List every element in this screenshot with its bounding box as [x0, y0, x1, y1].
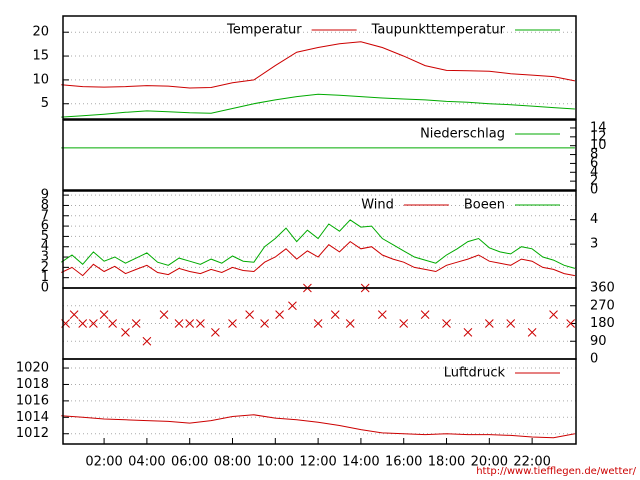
series-line [61, 414, 575, 439]
wind-direction-point [78, 319, 88, 328]
wind-direction-point [211, 328, 220, 337]
panel-frame [62, 358, 577, 445]
x-tick-label: 08:00 [214, 455, 251, 470]
wind-direction-point [142, 336, 152, 346]
y-tick-label: 90 [590, 334, 607, 349]
wind-direction-point [506, 319, 516, 328]
y-tick-label: 270 [590, 298, 615, 313]
legend-label: Boeen [464, 198, 505, 213]
wind-direction-point [484, 319, 494, 328]
x-tick-label: 16:00 [385, 455, 422, 470]
wind-direction-point [131, 319, 141, 328]
y-tick-label: 9 [41, 188, 49, 203]
series-line [61, 219, 576, 269]
y-tick-label: 4 [41, 239, 49, 254]
legend-label: Taupunkttemperatur [371, 23, 506, 38]
wind-direction-point [89, 319, 98, 328]
wind-direction-point [69, 310, 79, 319]
y-tick-label: 2 [41, 260, 49, 275]
panel-frame [62, 119, 577, 191]
y-tick-label: 3 [41, 250, 49, 265]
y-tick-label: 0 [590, 183, 598, 198]
y-tick-label: 0 [590, 352, 598, 367]
wind-direction-point [99, 310, 109, 319]
wind-direction-point [566, 319, 576, 328]
legend-label: Temperatur [226, 23, 302, 38]
x-tick-label: 12:00 [299, 455, 336, 470]
legend-label: Wind [361, 198, 394, 213]
y-tick-label: 1012 [16, 426, 49, 441]
y-tick-label: 8 [41, 198, 49, 213]
wind-direction-point [121, 328, 130, 337]
y-tick-label: 6 [590, 156, 598, 171]
footer-link: http://www.tiefflegen.de/wetter/ [476, 466, 636, 477]
legend-label: Niederschlag [420, 127, 505, 142]
y-tick-label: 1020 [16, 361, 49, 376]
y-tick-label: 0 [41, 281, 49, 296]
panel-frame [62, 15, 577, 120]
y-tick-label: 8 [590, 147, 598, 162]
y-tick-label: 15 [32, 49, 49, 64]
wind-direction-point [196, 319, 205, 328]
x-tick-label: 06:00 [171, 455, 208, 470]
x-tick-label: 18:00 [428, 455, 465, 470]
wind-direction-point [108, 319, 118, 328]
x-tick-label: 10:00 [257, 455, 294, 470]
wind-direction-point [345, 319, 355, 328]
wind-direction-point [313, 319, 323, 328]
y-tick-label: 1 [41, 270, 49, 285]
y-tick-label: 10 [32, 72, 49, 87]
legend-label: Luftdruck [444, 366, 506, 381]
wind-direction-point [228, 319, 237, 328]
y-tick-label: 5 [41, 229, 49, 244]
y-tick-label: 10 [590, 138, 607, 153]
y-tick-label: 1018 [16, 377, 49, 392]
x-tick-label: 04:00 [128, 455, 165, 470]
y-tick-label: 4 [590, 165, 598, 180]
wind-direction-point [377, 310, 387, 319]
wind-direction-point [185, 319, 195, 328]
wind-direction-point [527, 328, 537, 337]
y2-tick-label: 3 [590, 237, 598, 252]
x-tick-label: 20:00 [471, 455, 508, 470]
wind-direction-point [399, 319, 409, 328]
x-tick-label: 22:00 [513, 455, 550, 470]
y-tick-label: 2 [590, 174, 598, 189]
y-tick-label: 1014 [16, 410, 49, 425]
y-tick-label: 180 [590, 316, 615, 331]
x-tick-label: 14:00 [342, 455, 379, 470]
wind-direction-point [442, 319, 451, 328]
wind-direction-point [159, 310, 169, 319]
wind-direction-point [463, 328, 473, 337]
series-line [61, 93, 575, 118]
y-tick-label: 6 [41, 219, 49, 234]
y-tick-label: 1016 [16, 393, 49, 408]
wind-direction-point [174, 319, 184, 328]
wind-direction-point [549, 310, 558, 319]
x-tick-label: 02:00 [85, 455, 122, 470]
y2-tick-label: 4 [590, 212, 598, 227]
y-tick-label: 14 [590, 120, 607, 135]
wind-direction-point [245, 310, 254, 319]
wind-direction-point [420, 310, 430, 319]
y-tick-label: 12 [590, 129, 607, 144]
wind-direction-point [330, 310, 340, 319]
y-tick-label: 20 [32, 25, 49, 40]
wind-direction-point [275, 310, 284, 319]
series-line [61, 240, 575, 277]
y-tick-label: 360 [590, 281, 615, 296]
y-tick-label: 7 [41, 208, 49, 223]
wind-direction-point [288, 301, 297, 311]
y-tick-label: 5 [41, 96, 49, 111]
wind-direction-point [260, 319, 269, 328]
series-line [61, 41, 575, 89]
